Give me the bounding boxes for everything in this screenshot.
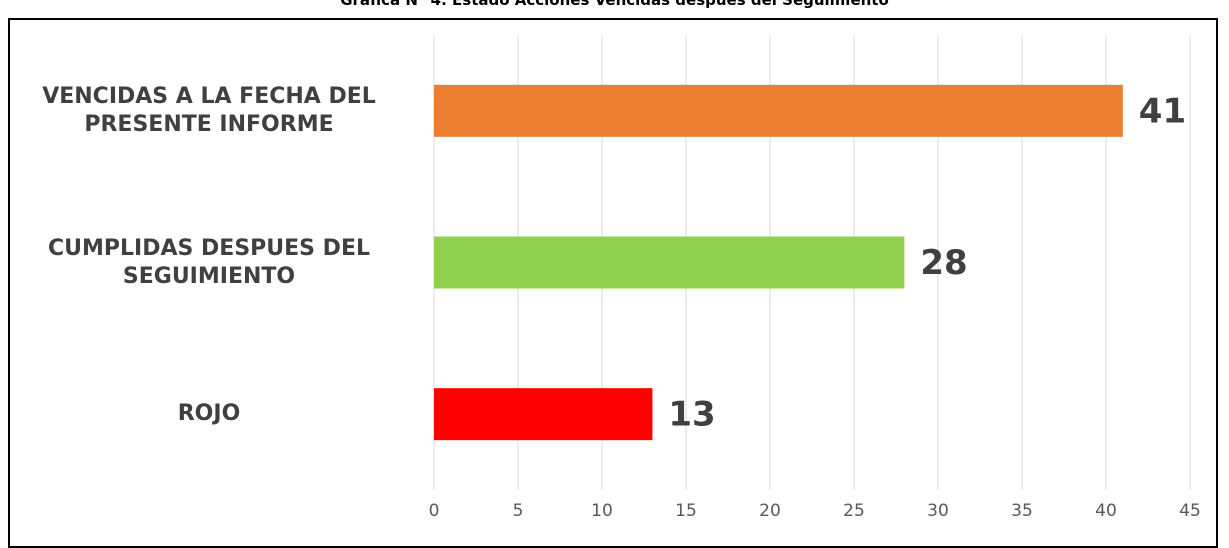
x-tick-label: 15: [675, 501, 697, 521]
x-tick-label: 45: [1179, 501, 1201, 521]
y-tick-label: VENCIDAS A LA FECHA DEL PRESENTE INFORME: [42, 83, 376, 137]
chart: Gráfica N° 4. Estado Acciones Vencidas d…: [8, 0, 1218, 548]
x-tick-label: 35: [1011, 501, 1033, 521]
data-label: 13: [668, 395, 715, 435]
data-label: 28: [920, 243, 967, 283]
x-tick-label: 40: [1095, 501, 1117, 521]
x-tick-label: 5: [513, 501, 524, 521]
plot: 0 5 10 15 20 25 30 35 40 45 41 28 13: [429, 35, 1201, 521]
x-tick-label: 0: [429, 501, 440, 521]
bar: [434, 388, 653, 441]
x-tick-label: 25: [843, 501, 865, 521]
x-tick-label: 20: [759, 501, 781, 521]
bar: [434, 236, 905, 289]
x-tick-label: 30: [927, 501, 949, 521]
y-tick-label: ROJO: [177, 401, 241, 427]
chart-title: Gráfica N° 4. Estado Acciones Vencidas d…: [340, 0, 889, 9]
x-tick-label: 10: [591, 501, 613, 521]
bar: [434, 84, 1123, 137]
y-tick-label: CUMPLIDAS DESPUES DEL SEGUIMIENTO: [48, 235, 370, 289]
data-label: 41: [1139, 91, 1186, 131]
